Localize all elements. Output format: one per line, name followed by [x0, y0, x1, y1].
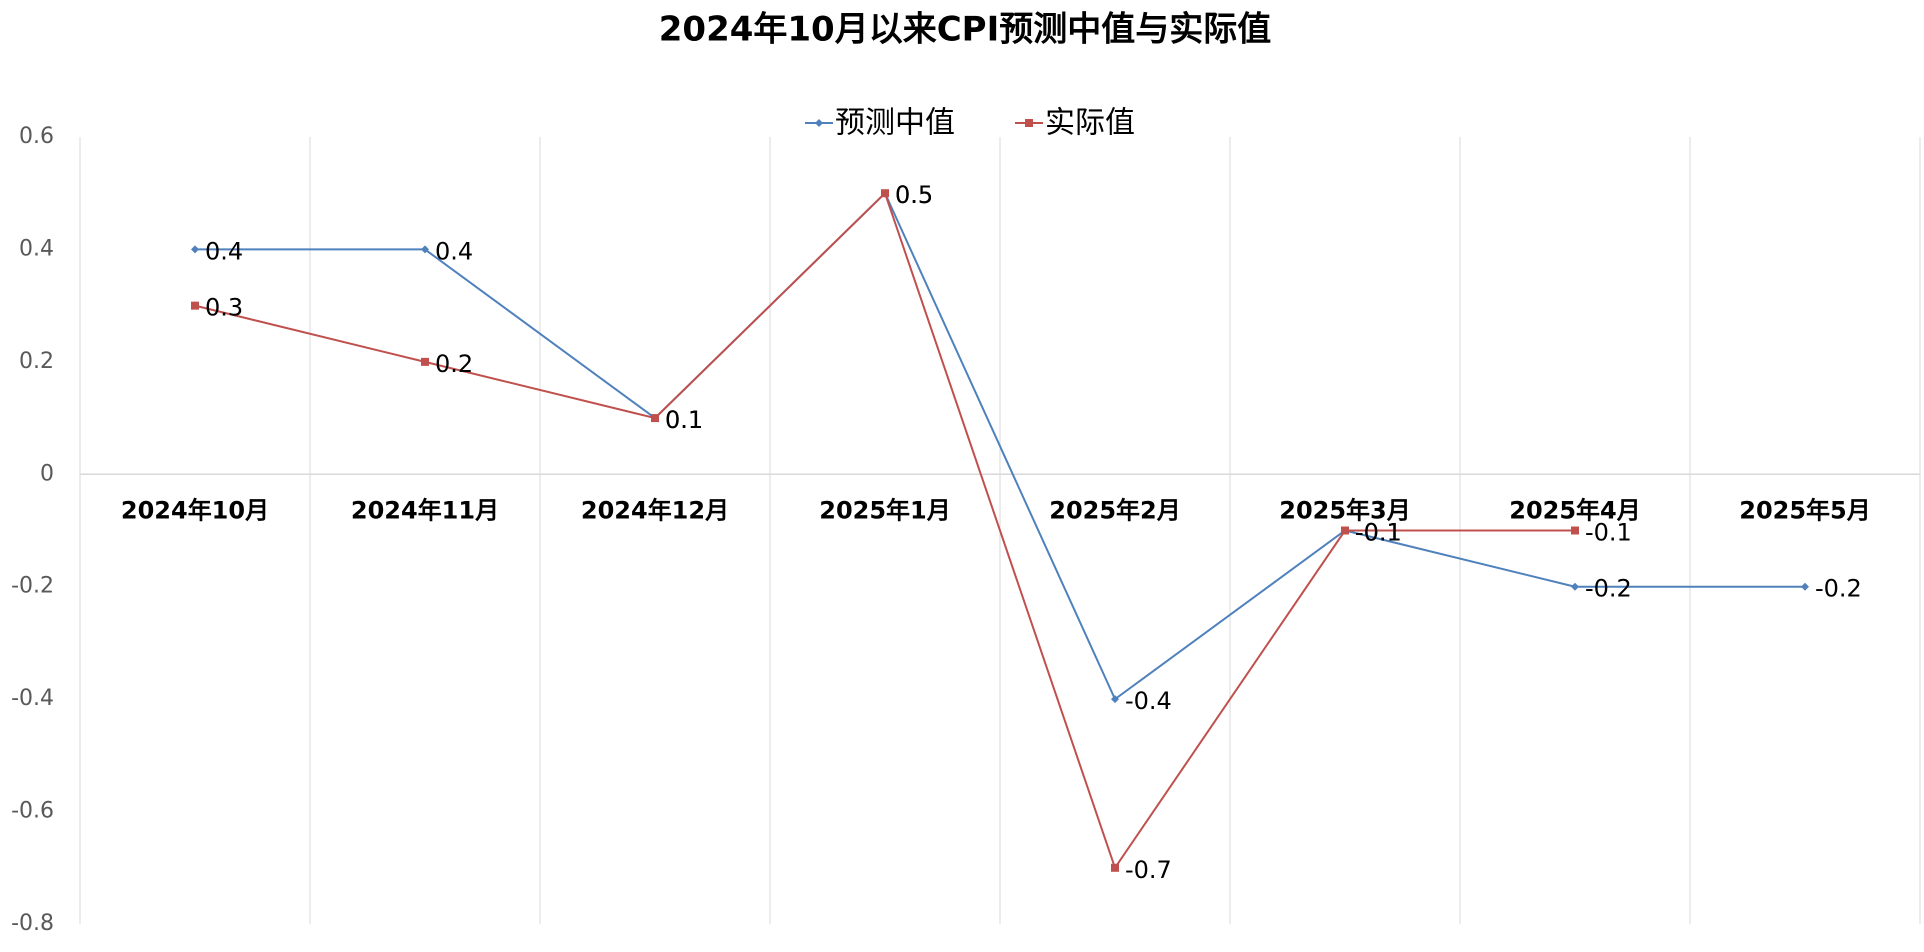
- y-tick-label: -0.8: [11, 911, 54, 936]
- data-label: -0.1: [1355, 519, 1402, 547]
- point: [191, 301, 199, 310]
- y-tick-label: 0.2: [19, 349, 54, 374]
- point: [191, 245, 199, 254]
- legend-marker: [1025, 119, 1033, 127]
- point: [1111, 695, 1119, 704]
- data-label: -0.4: [1125, 687, 1172, 715]
- point: [1341, 526, 1349, 535]
- x-tick-label: 2024年10月: [121, 496, 269, 524]
- legend-marker: [815, 119, 823, 127]
- point: [651, 414, 659, 423]
- data-label: 0.4: [435, 237, 473, 265]
- point: [1571, 526, 1579, 535]
- y-tick-label: 0: [40, 461, 54, 486]
- point: [881, 189, 889, 198]
- series-line: [195, 191, 1805, 701]
- point: [1111, 863, 1119, 872]
- data-label: 0.5: [895, 181, 933, 209]
- chart-title: 2024年10月以来CPI预测中值与实际值: [659, 10, 1271, 50]
- data-label: 0.3: [205, 294, 243, 322]
- point: [421, 245, 429, 254]
- y-tick-label: -0.6: [11, 799, 54, 824]
- point: [1801, 582, 1809, 591]
- x-tick-label: 2025年3月: [1279, 496, 1411, 524]
- y-tick-label: -0.4: [11, 686, 54, 711]
- legend-label: 实际值: [1045, 106, 1135, 141]
- x-tick-label: 2025年5月: [1739, 496, 1871, 524]
- y-tick-label: 0.6: [19, 124, 54, 149]
- data-label: -0.7: [1125, 856, 1172, 884]
- x-tick-label: 2024年11月: [351, 496, 499, 524]
- point: [421, 357, 429, 366]
- data-label: -0.1: [1355, 519, 1402, 547]
- x-tick-label: 2024年12月: [581, 496, 729, 524]
- data-label: 0.1: [665, 406, 703, 434]
- x-tick-label: 2025年2月: [1049, 496, 1181, 524]
- y-tick-label: 0.4: [19, 236, 54, 261]
- data-label: 0.4: [205, 237, 243, 265]
- data-label: 0.1: [665, 406, 703, 434]
- legend-label: 预测中值: [835, 106, 955, 141]
- data-label: -0.2: [1815, 575, 1862, 603]
- data-label: 0.5: [895, 181, 933, 209]
- x-tick-label: 2025年4月: [1509, 496, 1641, 524]
- data-label: -0.2: [1585, 575, 1632, 603]
- point: [1571, 582, 1579, 591]
- x-tick-label: 2025年1月: [819, 496, 951, 524]
- y-tick-label: -0.2: [11, 574, 54, 599]
- data-label: -0.1: [1585, 519, 1632, 547]
- data-label: 0.2: [435, 350, 473, 378]
